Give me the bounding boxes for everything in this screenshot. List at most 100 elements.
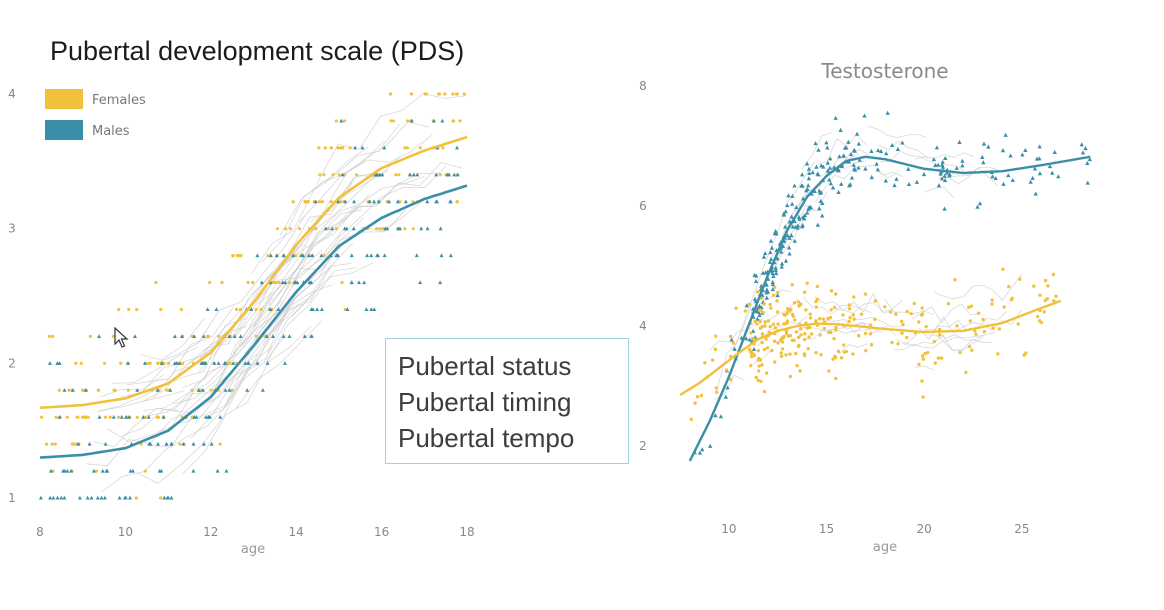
female-point [747,302,752,307]
female-point [441,146,445,150]
female-point [734,306,738,310]
female-point [779,354,784,359]
male-point [799,172,805,177]
female-point [788,334,793,338]
female-point [1010,296,1014,301]
male-point [155,388,160,392]
female-point [254,307,258,312]
male-point [906,181,912,187]
female-point [714,386,719,390]
female-point [834,328,838,332]
male-point [1037,144,1042,149]
male-point [753,278,759,284]
female-point [939,356,944,360]
female-point [108,415,112,419]
male-point [119,415,124,419]
y-tick-label: 2 [8,356,16,370]
male-point [369,253,374,258]
male-point [786,245,792,250]
female-point [239,254,243,258]
female-point [135,415,139,419]
male-point [797,216,802,221]
male-point [790,224,795,229]
male-point [70,388,75,392]
male-point [336,199,341,204]
male-point [351,226,356,231]
female-point [1001,267,1005,271]
female-point [313,227,318,231]
male-point [713,413,718,418]
female-point [1051,272,1056,277]
female-point [760,332,765,336]
male-point [55,495,60,500]
male-point [387,199,391,204]
female-point [817,317,822,321]
trajectory-line [867,125,927,139]
male-point [957,139,962,145]
female-point [322,173,326,177]
male-point [194,415,199,419]
female-point [795,364,799,368]
male-point [857,157,862,162]
male-point [814,164,819,169]
male-point [725,385,730,390]
female-point [780,347,785,351]
male-point [245,388,250,392]
x-tick-label: 16 [374,525,389,539]
male-point [1047,163,1053,169]
note-timing: Pubertal timing [398,387,572,417]
male-point [216,361,221,365]
female-point [246,280,250,285]
male-point [775,256,780,261]
trajectory-line [914,365,935,371]
male-point [203,361,208,365]
legend-swatch-males [45,120,83,140]
male-point [774,271,779,276]
male-point [805,210,810,215]
female-point [863,292,868,296]
male-point [825,168,831,173]
female-point [799,327,803,331]
female-point [790,283,794,287]
male-point [1028,179,1033,184]
male-point [169,441,174,446]
male-point [360,145,365,150]
male-point [156,441,160,446]
female-point [714,390,719,394]
trajectory-line [99,374,165,398]
male-point [223,361,228,365]
female-point [834,325,838,330]
male-point [306,253,311,258]
female-point [44,442,49,446]
female-point [856,334,861,338]
female-point [82,415,86,419]
male-point [1085,160,1090,166]
male-point [890,142,895,147]
female-point [342,119,347,123]
x-tick-label: 14 [289,525,304,539]
male-point [1020,152,1025,157]
female-point [339,146,343,150]
male-point [276,307,281,312]
male-point [345,307,350,312]
female-point [179,307,183,312]
male-point [792,183,797,188]
female-point [318,173,322,177]
male-point [411,172,416,177]
female-point [764,371,769,375]
male-point [942,178,948,183]
female-point [794,330,799,334]
female-point [822,326,827,331]
female-point [809,332,814,336]
trajectory-line [140,317,205,361]
male-point [1087,157,1093,162]
female-point [802,353,807,358]
male-point [940,164,946,169]
female-point [932,339,936,344]
male-point [385,226,390,231]
male-point [875,167,881,172]
male-point [192,334,197,338]
male-point [425,199,430,204]
male-point [103,441,108,446]
